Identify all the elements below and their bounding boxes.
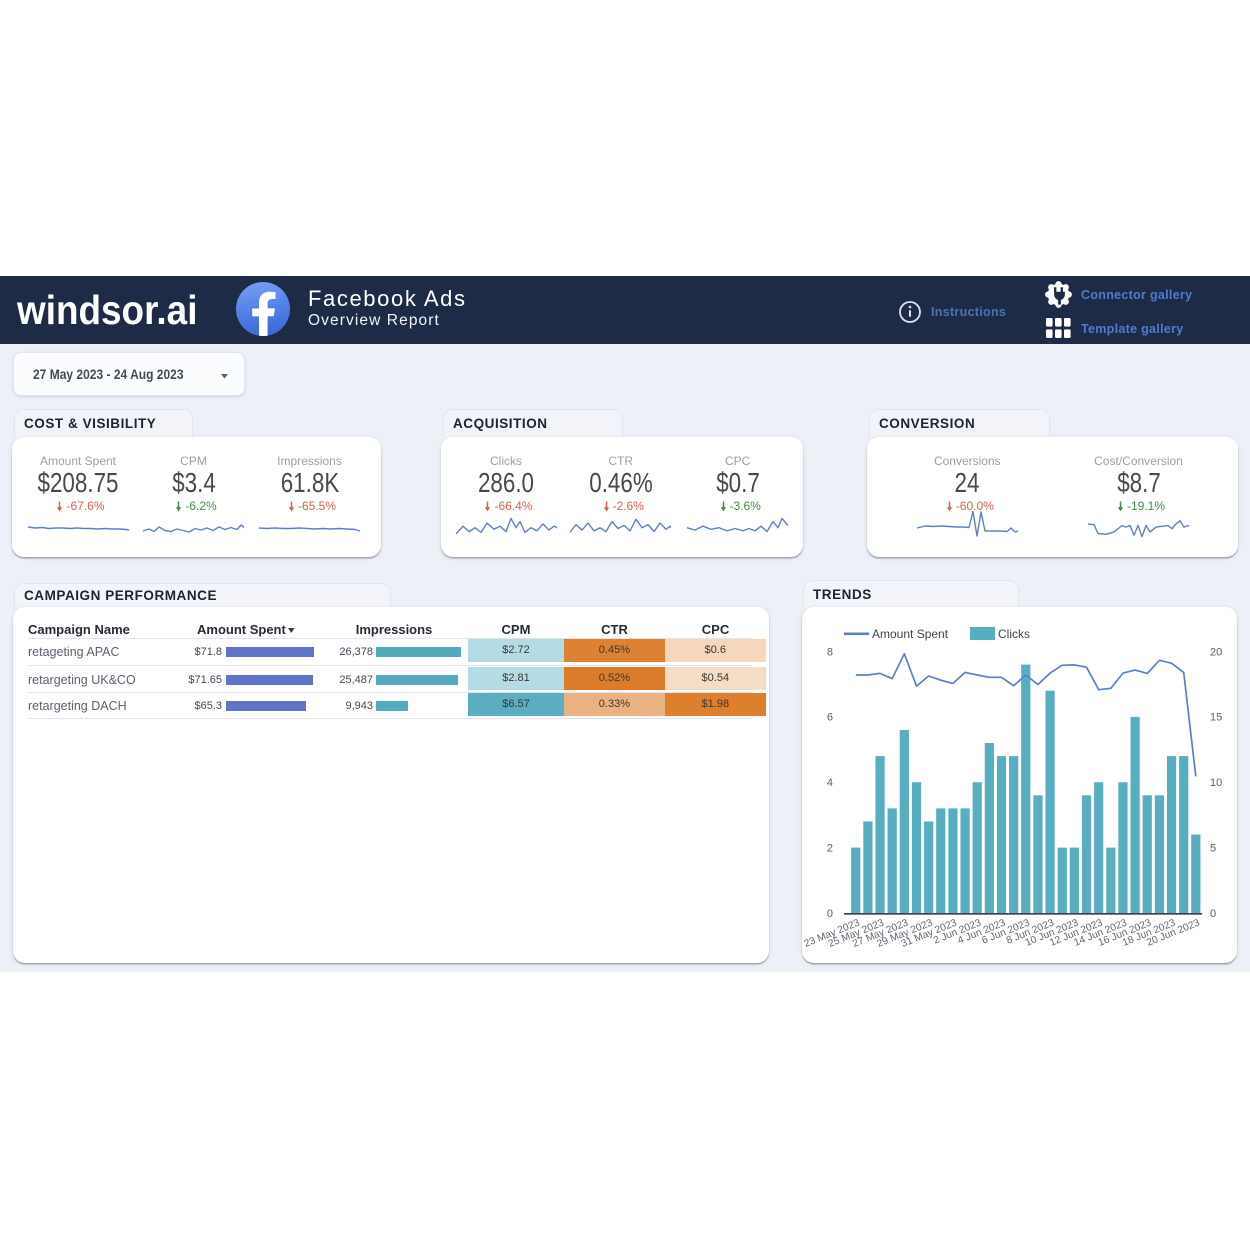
svg-text:8: 8: [827, 646, 833, 658]
svg-text:Clicks: Clicks: [998, 627, 1030, 641]
svg-text:2: 2: [827, 842, 833, 854]
svg-text:20: 20: [1210, 646, 1222, 658]
svg-text:0: 0: [1210, 908, 1216, 920]
svg-text:0: 0: [827, 908, 833, 920]
svg-text:6: 6: [827, 712, 833, 724]
svg-text:5: 5: [1210, 842, 1216, 854]
svg-text:10: 10: [1210, 777, 1222, 789]
svg-text:4: 4: [827, 777, 833, 789]
svg-text:Amount Spent: Amount Spent: [872, 627, 949, 641]
svg-text:15: 15: [1210, 712, 1222, 724]
